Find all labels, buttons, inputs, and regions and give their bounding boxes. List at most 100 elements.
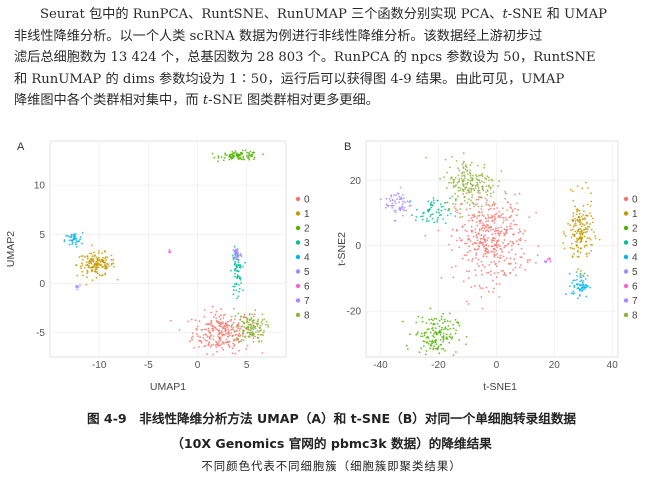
panel-b-point-cluster-3 (444, 222, 447, 224)
panel-b-point-cluster-8 (462, 152, 465, 154)
panel-b-point-cluster-4 (577, 297, 579, 300)
panel-b-point-cluster-0 (509, 240, 512, 243)
panel-a-point-cluster-0 (195, 327, 198, 330)
panel-b-point-cluster-1 (579, 221, 581, 223)
panel-a-point-cluster-3 (240, 282, 243, 284)
panel-b-point-cluster-0 (473, 285, 476, 287)
panel-b-point-cluster-8 (445, 187, 448, 190)
panel-b-point-cluster-0 (486, 223, 488, 226)
panel-b-point-cluster-5 (391, 207, 394, 209)
panel-b-point-cluster-5 (401, 203, 404, 205)
panel-b-point-cluster-2 (450, 338, 453, 340)
panel-b-point-cluster-1 (586, 221, 588, 224)
panel-a-point-cluster-4 (74, 237, 77, 240)
panel-a-point-cluster-0 (224, 322, 227, 325)
panel-a-point-cluster-0 (215, 320, 218, 322)
panel-b-point-cluster-4 (578, 295, 581, 297)
panel-a-point-cluster-8 (256, 324, 259, 327)
panel-b-point-cluster-5 (399, 209, 402, 212)
panel-b-point-cluster-0 (490, 261, 493, 264)
panel-a-point-cluster-0 (190, 318, 193, 321)
panel-b-point-cluster-0 (512, 219, 515, 222)
panel-b-point-cluster-2 (447, 325, 450, 327)
panel-a-point-cluster-8 (249, 336, 251, 338)
panel-b-point-cluster-0 (520, 256, 523, 259)
panel-b-point-cluster-5 (401, 205, 404, 207)
panel-b-point-cluster-1 (586, 214, 589, 217)
panel-b-point-cluster-8 (468, 204, 471, 206)
panel-a-point-cluster-0 (218, 340, 220, 343)
panel-b-point-cluster-7 (544, 261, 546, 263)
panel-b-point-cluster-8 (489, 192, 492, 195)
panel-b-point-cluster-8 (477, 187, 480, 189)
panel-b-x-tick-label: 40 (607, 360, 619, 371)
panel-b-point-cluster-5 (394, 200, 396, 203)
panel-b-point-cluster-0 (468, 270, 471, 273)
panel-b-point-cluster-8 (452, 203, 454, 205)
panel-b-point-cluster-5 (400, 198, 403, 200)
panel-a-point-cluster-1 (101, 259, 103, 262)
panel-a-point-cluster-5 (237, 252, 239, 254)
panel-b-point-cluster-2 (440, 343, 443, 346)
panel-a-point-cluster-0 (233, 318, 236, 321)
panel-a-point-cluster-0 (187, 320, 190, 323)
panel-b-point-cluster-0 (494, 217, 497, 220)
panel-a-point-cluster-0 (206, 335, 209, 338)
panel-b-point-cluster-3 (430, 203, 433, 206)
panel-b-point-cluster-8 (464, 188, 467, 190)
panel-b-point-cluster-5 (393, 205, 395, 207)
panel-b-point-cluster-2 (441, 326, 443, 329)
panel-a-x-tick-label: -10 (92, 360, 107, 371)
panel-b-point-cluster-8 (471, 185, 474, 187)
panel-a-point-cluster-2 (232, 152, 235, 154)
panel-b-point-cluster-8 (461, 179, 464, 182)
panel-a-point-cluster-8 (260, 340, 263, 342)
panel-b-point-cluster-0 (517, 208, 519, 211)
panel-b-point-cluster-0 (496, 207, 499, 209)
panel-b-point-cluster-0 (478, 229, 481, 232)
panel-b-point-cluster-2 (428, 340, 431, 343)
panel-b-point-cluster-3 (437, 208, 440, 211)
panel-b-point-cluster-2 (427, 337, 430, 339)
panel-a-point-cluster-8 (246, 320, 249, 323)
panel-a-point-cluster-0 (206, 353, 208, 356)
panel-b-point-cluster-1 (582, 214, 585, 216)
panel-a-point-cluster-1 (89, 252, 91, 255)
panel-b-point-cluster-2 (419, 335, 422, 338)
panel-b-point-cluster-0 (448, 243, 450, 246)
panel-b-point-cluster-2 (434, 331, 436, 333)
panel-b-point-cluster-0 (492, 236, 495, 239)
panel-a-point-cluster-5 (240, 255, 243, 258)
panel-b-point-cluster-0 (450, 266, 453, 269)
panel-b-point-cluster-1 (584, 218, 587, 221)
panel-a-xlabel: UMAP1 (150, 381, 186, 393)
panel-b-point-cluster-0 (512, 242, 515, 245)
panel-b-point-cluster-2 (421, 320, 424, 323)
panel-b-point-cluster-3 (422, 212, 425, 215)
panel-b-point-cluster-2 (425, 350, 428, 352)
panel-b-point-cluster-8 (470, 199, 472, 202)
panel-b-legend-label-3: 3 (632, 238, 638, 249)
panel-b-point-cluster-8 (473, 189, 476, 192)
panel-a-point-cluster-3 (234, 260, 237, 263)
panel-b-point-cluster-8 (471, 179, 474, 182)
panel-b-point-cluster-1 (562, 231, 565, 233)
panel-b-point-cluster-0 (498, 210, 500, 213)
panel-b-point-cluster-1 (588, 252, 591, 255)
panel-a-point-cluster-0 (242, 339, 245, 342)
panel-a-point-cluster-1 (108, 265, 110, 267)
panel-b-point-cluster-0 (485, 220, 487, 223)
paragraph-line-1: Seurat 包中的 RunPCA、RuntSNE、RunUMAP 三个函数分别… (40, 7, 607, 22)
panel-a-point-cluster-0 (191, 338, 194, 341)
panel-a-point-cluster-0 (194, 319, 197, 322)
panel-a-point-cluster-0 (219, 318, 222, 320)
panel-b-point-cluster-0 (473, 248, 476, 251)
panel-a-x-tick-label: 0 (195, 360, 201, 371)
panel-a-point-cluster-1 (105, 265, 107, 268)
panel-b-point-cluster-0 (479, 219, 481, 222)
panel-b-point-cluster-8 (477, 183, 479, 185)
panel-a-point-cluster-1 (93, 251, 95, 254)
panel-a-point-cluster-8 (251, 321, 254, 323)
panel-a-point-cluster-2 (232, 157, 235, 159)
panel-b-point-cluster-2 (449, 336, 452, 339)
